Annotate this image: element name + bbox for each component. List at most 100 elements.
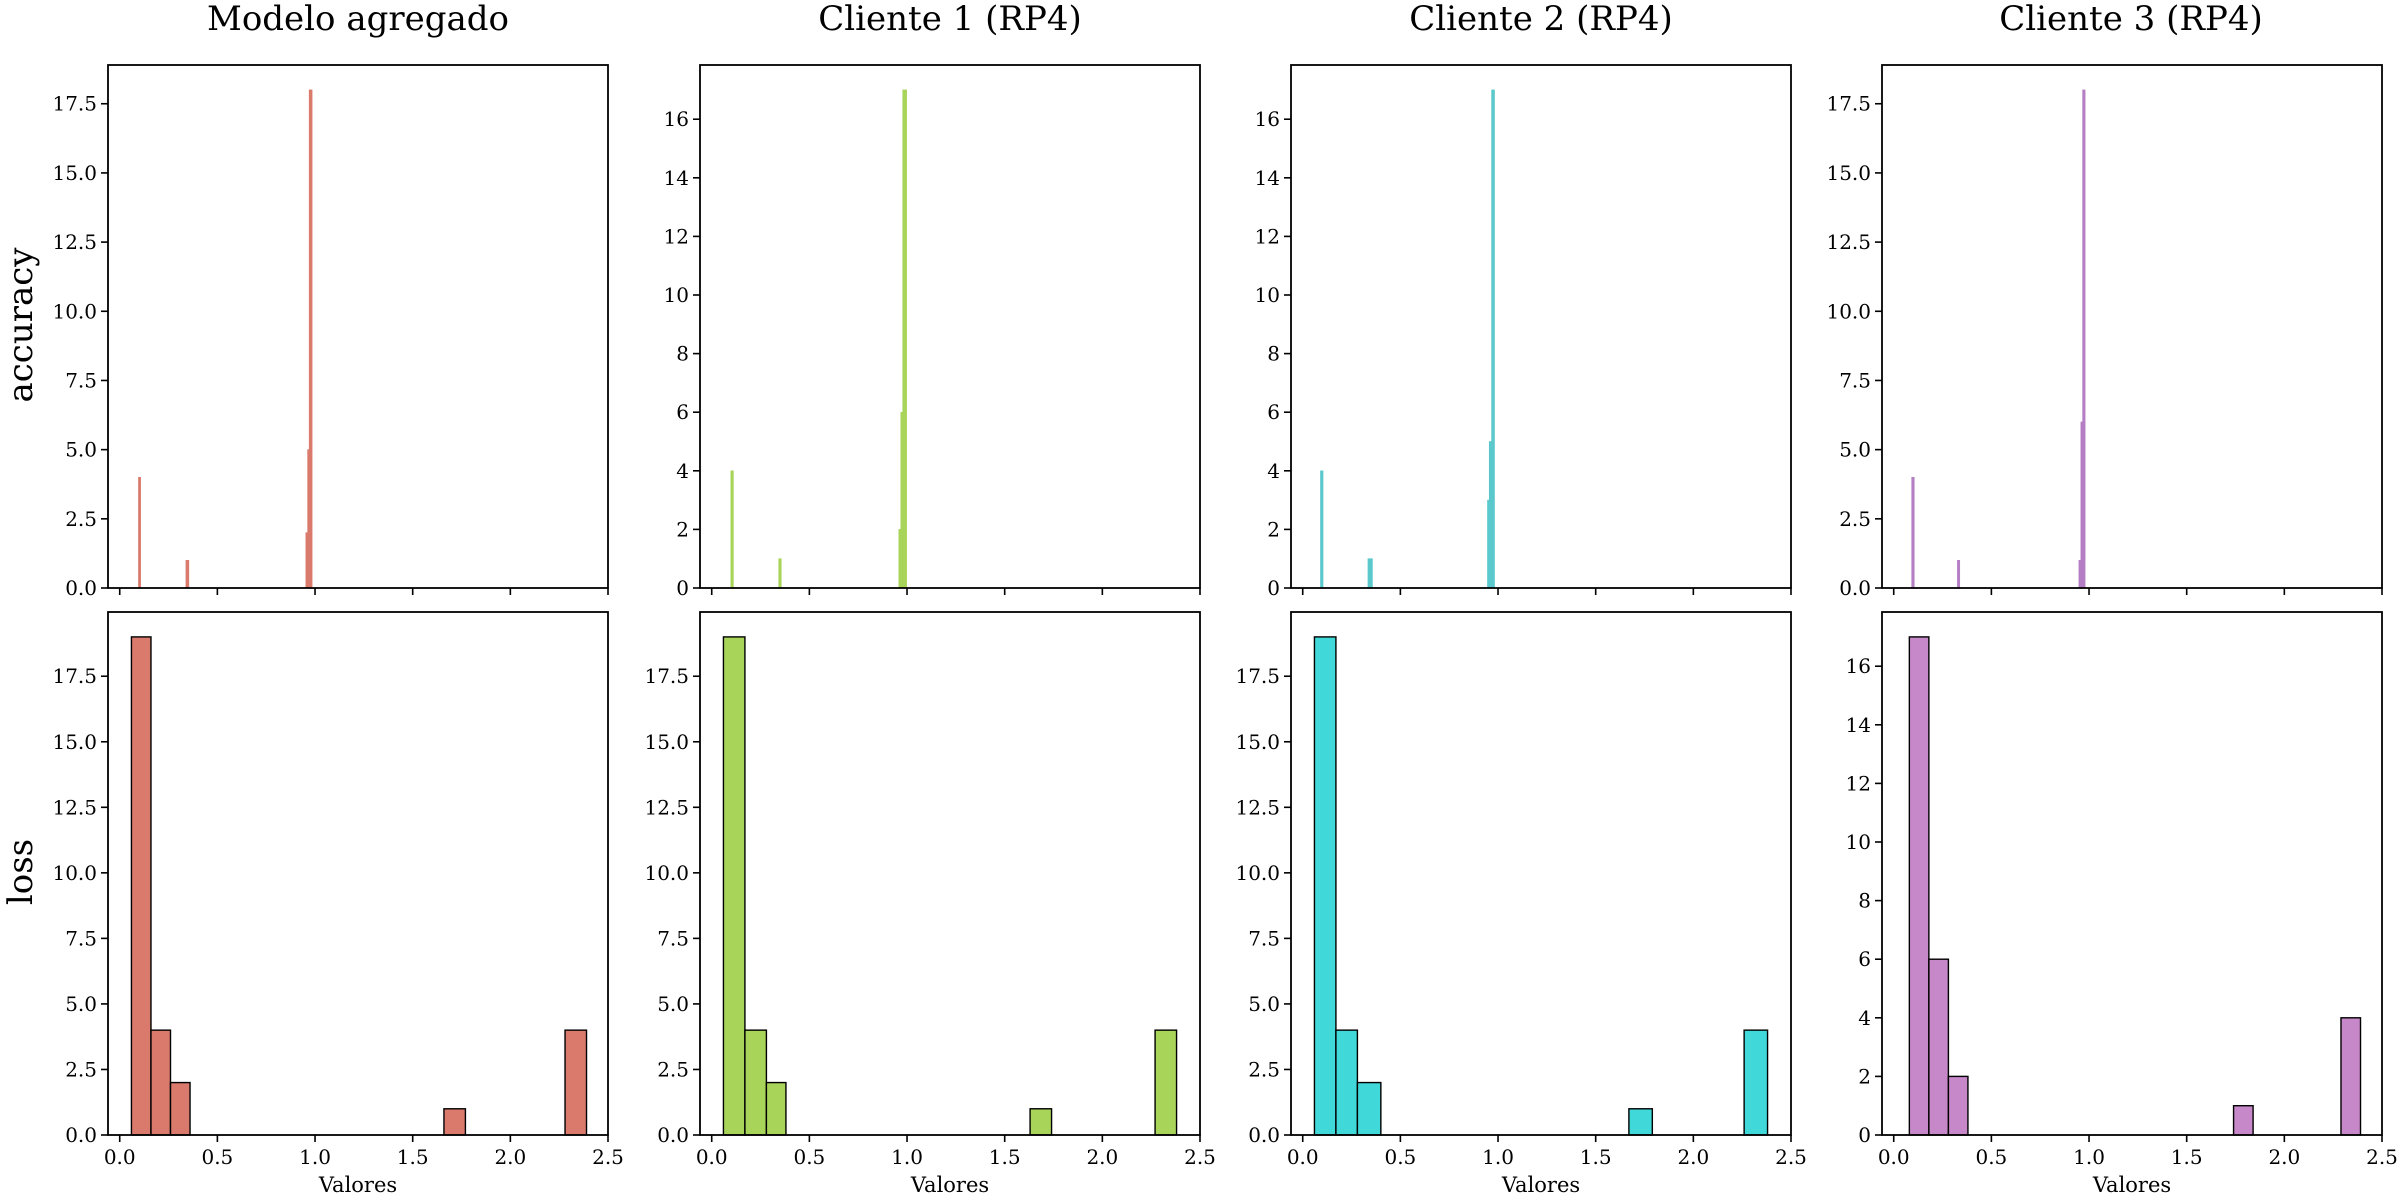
histogram-bar bbox=[1335, 1029, 1359, 1136]
y-tick-label: 17.5 bbox=[1235, 664, 1280, 688]
y-tick-label: 4 bbox=[1858, 1006, 1871, 1030]
y-tick-label: 15.0 bbox=[52, 161, 97, 185]
histogram-bar bbox=[138, 477, 141, 589]
y-tick-label: 2.5 bbox=[65, 1057, 97, 1081]
y-tick-label: 4 bbox=[676, 459, 689, 483]
y-tick-label: 16 bbox=[1846, 654, 1871, 678]
x-axis-label: Valores bbox=[910, 1173, 989, 1197]
panel-0-0: 0.0 2.5 5.0 7.5 10.0 12.5 15.0 17.5 bbox=[52, 64, 609, 600]
y-tick-label: 7.5 bbox=[65, 368, 97, 392]
panel-0-1: 0 2 4 6 8 10 12 14 16 bbox=[664, 64, 1201, 600]
x-tick-label: 1.0 bbox=[1482, 1145, 1514, 1169]
y-tick-label: 6 bbox=[676, 400, 689, 424]
y-tick-label: 2 bbox=[1267, 517, 1280, 541]
y-tick-label: 10.0 bbox=[1235, 861, 1280, 885]
y-tick-label: 10 bbox=[1846, 830, 1871, 854]
x-tick-label: 1.5 bbox=[1580, 1145, 1612, 1169]
y-tick-label: 12.5 bbox=[52, 230, 97, 254]
y-tick-label: 16 bbox=[1255, 107, 1280, 131]
y-tick-label: 12.5 bbox=[644, 795, 689, 819]
panels: 0.0 2.5 5.0 7.5 10.0 12.5 15.0 17.5 0 2 4 6 8 10 12 14 1… bbox=[52, 64, 2398, 1197]
y-tick-label: 17.5 bbox=[644, 664, 689, 688]
x-tick-label: 1.5 bbox=[989, 1145, 1021, 1169]
axes-frame bbox=[699, 64, 1201, 589]
histogram-bar bbox=[902, 89, 907, 589]
x-axis-label: Valores bbox=[318, 1173, 397, 1197]
histogram-bar bbox=[1154, 1029, 1178, 1136]
x-tick-label: 0.5 bbox=[1975, 1145, 2007, 1169]
panel-1-0: 0.0 2.5 5.0 7.5 10.0 12.5 15.0 17.5 0.0 0.5 1.0 1.5… bbox=[52, 611, 624, 1197]
y-tick-label: 8 bbox=[676, 342, 689, 366]
x-tick-label: 2.5 bbox=[2366, 1145, 2398, 1169]
x-tick-label: 2.5 bbox=[1184, 1145, 1216, 1169]
row-label-loss: loss bbox=[1, 839, 41, 905]
y-tick-label: 12.5 bbox=[1235, 795, 1280, 819]
y-tick-label: 0.0 bbox=[1839, 576, 1871, 600]
y-tick-label: 10 bbox=[1255, 283, 1280, 307]
histogram-bar bbox=[2232, 1105, 2254, 1136]
histogram-bar bbox=[185, 560, 190, 589]
y-tick-label: 10.0 bbox=[1826, 299, 1871, 323]
x-axis-label: Valores bbox=[1501, 1173, 1580, 1197]
y-tick-label: 14 bbox=[664, 166, 689, 190]
axes-frame bbox=[699, 611, 1201, 1136]
x-tick-label: 0.0 bbox=[1287, 1145, 1319, 1169]
axes-frame bbox=[1881, 611, 2383, 1136]
y-tick-label: 0.0 bbox=[657, 1123, 689, 1147]
y-tick-label: 2.5 bbox=[1839, 507, 1871, 531]
y-tick-label: 10.0 bbox=[52, 861, 97, 885]
y-tick-label: 12 bbox=[1846, 771, 1871, 795]
histogram-bar bbox=[564, 1029, 588, 1136]
histogram-bar bbox=[1356, 1081, 1382, 1136]
histogram-bar bbox=[150, 1029, 172, 1136]
y-tick-label: 15.0 bbox=[1826, 161, 1871, 185]
row-label-accuracy: accuracy bbox=[1, 247, 41, 403]
axes-frame bbox=[107, 64, 609, 589]
histogram-bar bbox=[1928, 958, 1950, 1136]
histogram-bar bbox=[2082, 89, 2086, 589]
y-tick-label: 12 bbox=[664, 224, 689, 248]
y-tick-label: 5.0 bbox=[657, 992, 689, 1016]
x-tick-label: 1.0 bbox=[891, 1145, 923, 1169]
x-tick-label: 2.0 bbox=[1677, 1145, 1709, 1169]
y-tick-label: 17.5 bbox=[1826, 92, 1871, 116]
x-axis-label: Valores bbox=[2092, 1173, 2171, 1197]
x-tick-label: 1.5 bbox=[397, 1145, 429, 1169]
x-tick-label: 2.0 bbox=[494, 1145, 526, 1169]
y-tick-label: 6 bbox=[1858, 947, 1871, 971]
x-tick-label: 2.5 bbox=[1775, 1145, 1807, 1169]
histogram-bar bbox=[1313, 636, 1337, 1136]
y-tick-label: 15.0 bbox=[52, 730, 97, 754]
y-tick-label: 7.5 bbox=[1839, 368, 1871, 392]
x-tick-label: 0.0 bbox=[104, 1145, 136, 1169]
y-tick-label: 0 bbox=[1858, 1123, 1871, 1147]
col-title-1: Cliente 1 (RP4) bbox=[818, 0, 1081, 39]
panel-1-2: 0.0 2.5 5.0 7.5 10.0 12.5 15.0 17.5 0.0 0.5 1.0 1.5… bbox=[1235, 611, 1807, 1197]
y-tick-label: 8 bbox=[1267, 342, 1280, 366]
y-tick-label: 16 bbox=[664, 107, 689, 131]
row-labels: accuracy loss bbox=[1, 247, 41, 905]
x-tick-label: 1.5 bbox=[2171, 1145, 2203, 1169]
histogram-bar bbox=[1491, 89, 1495, 589]
axes-frame bbox=[1290, 64, 1792, 589]
axes-frame bbox=[107, 611, 609, 1136]
col-title-2: Cliente 2 (RP4) bbox=[1409, 0, 1672, 39]
histogram-bar bbox=[1911, 477, 1915, 589]
y-tick-label: 12.5 bbox=[52, 795, 97, 819]
histogram-bar bbox=[1957, 560, 1961, 589]
y-tick-label: 0 bbox=[1267, 576, 1280, 600]
y-tick-label: 5.0 bbox=[65, 992, 97, 1016]
y-tick-label: 0 bbox=[676, 576, 689, 600]
axes-frame bbox=[1290, 611, 1792, 1136]
x-tick-label: 0.0 bbox=[1878, 1145, 1910, 1169]
axes-frame bbox=[1881, 64, 2383, 589]
x-tick-label: 0.0 bbox=[696, 1145, 728, 1169]
y-tick-label: 14 bbox=[1846, 713, 1871, 737]
panel-0-2: 0 2 4 6 8 10 12 14 16 bbox=[1255, 64, 1792, 600]
x-tick-label: 0.5 bbox=[1384, 1145, 1416, 1169]
col-title-0: Modelo agregado bbox=[207, 0, 509, 39]
x-tick-label: 2.0 bbox=[2268, 1145, 2300, 1169]
y-tick-label: 17.5 bbox=[52, 92, 97, 116]
y-tick-label: 17.5 bbox=[52, 664, 97, 688]
y-tick-label: 8 bbox=[1858, 889, 1871, 913]
